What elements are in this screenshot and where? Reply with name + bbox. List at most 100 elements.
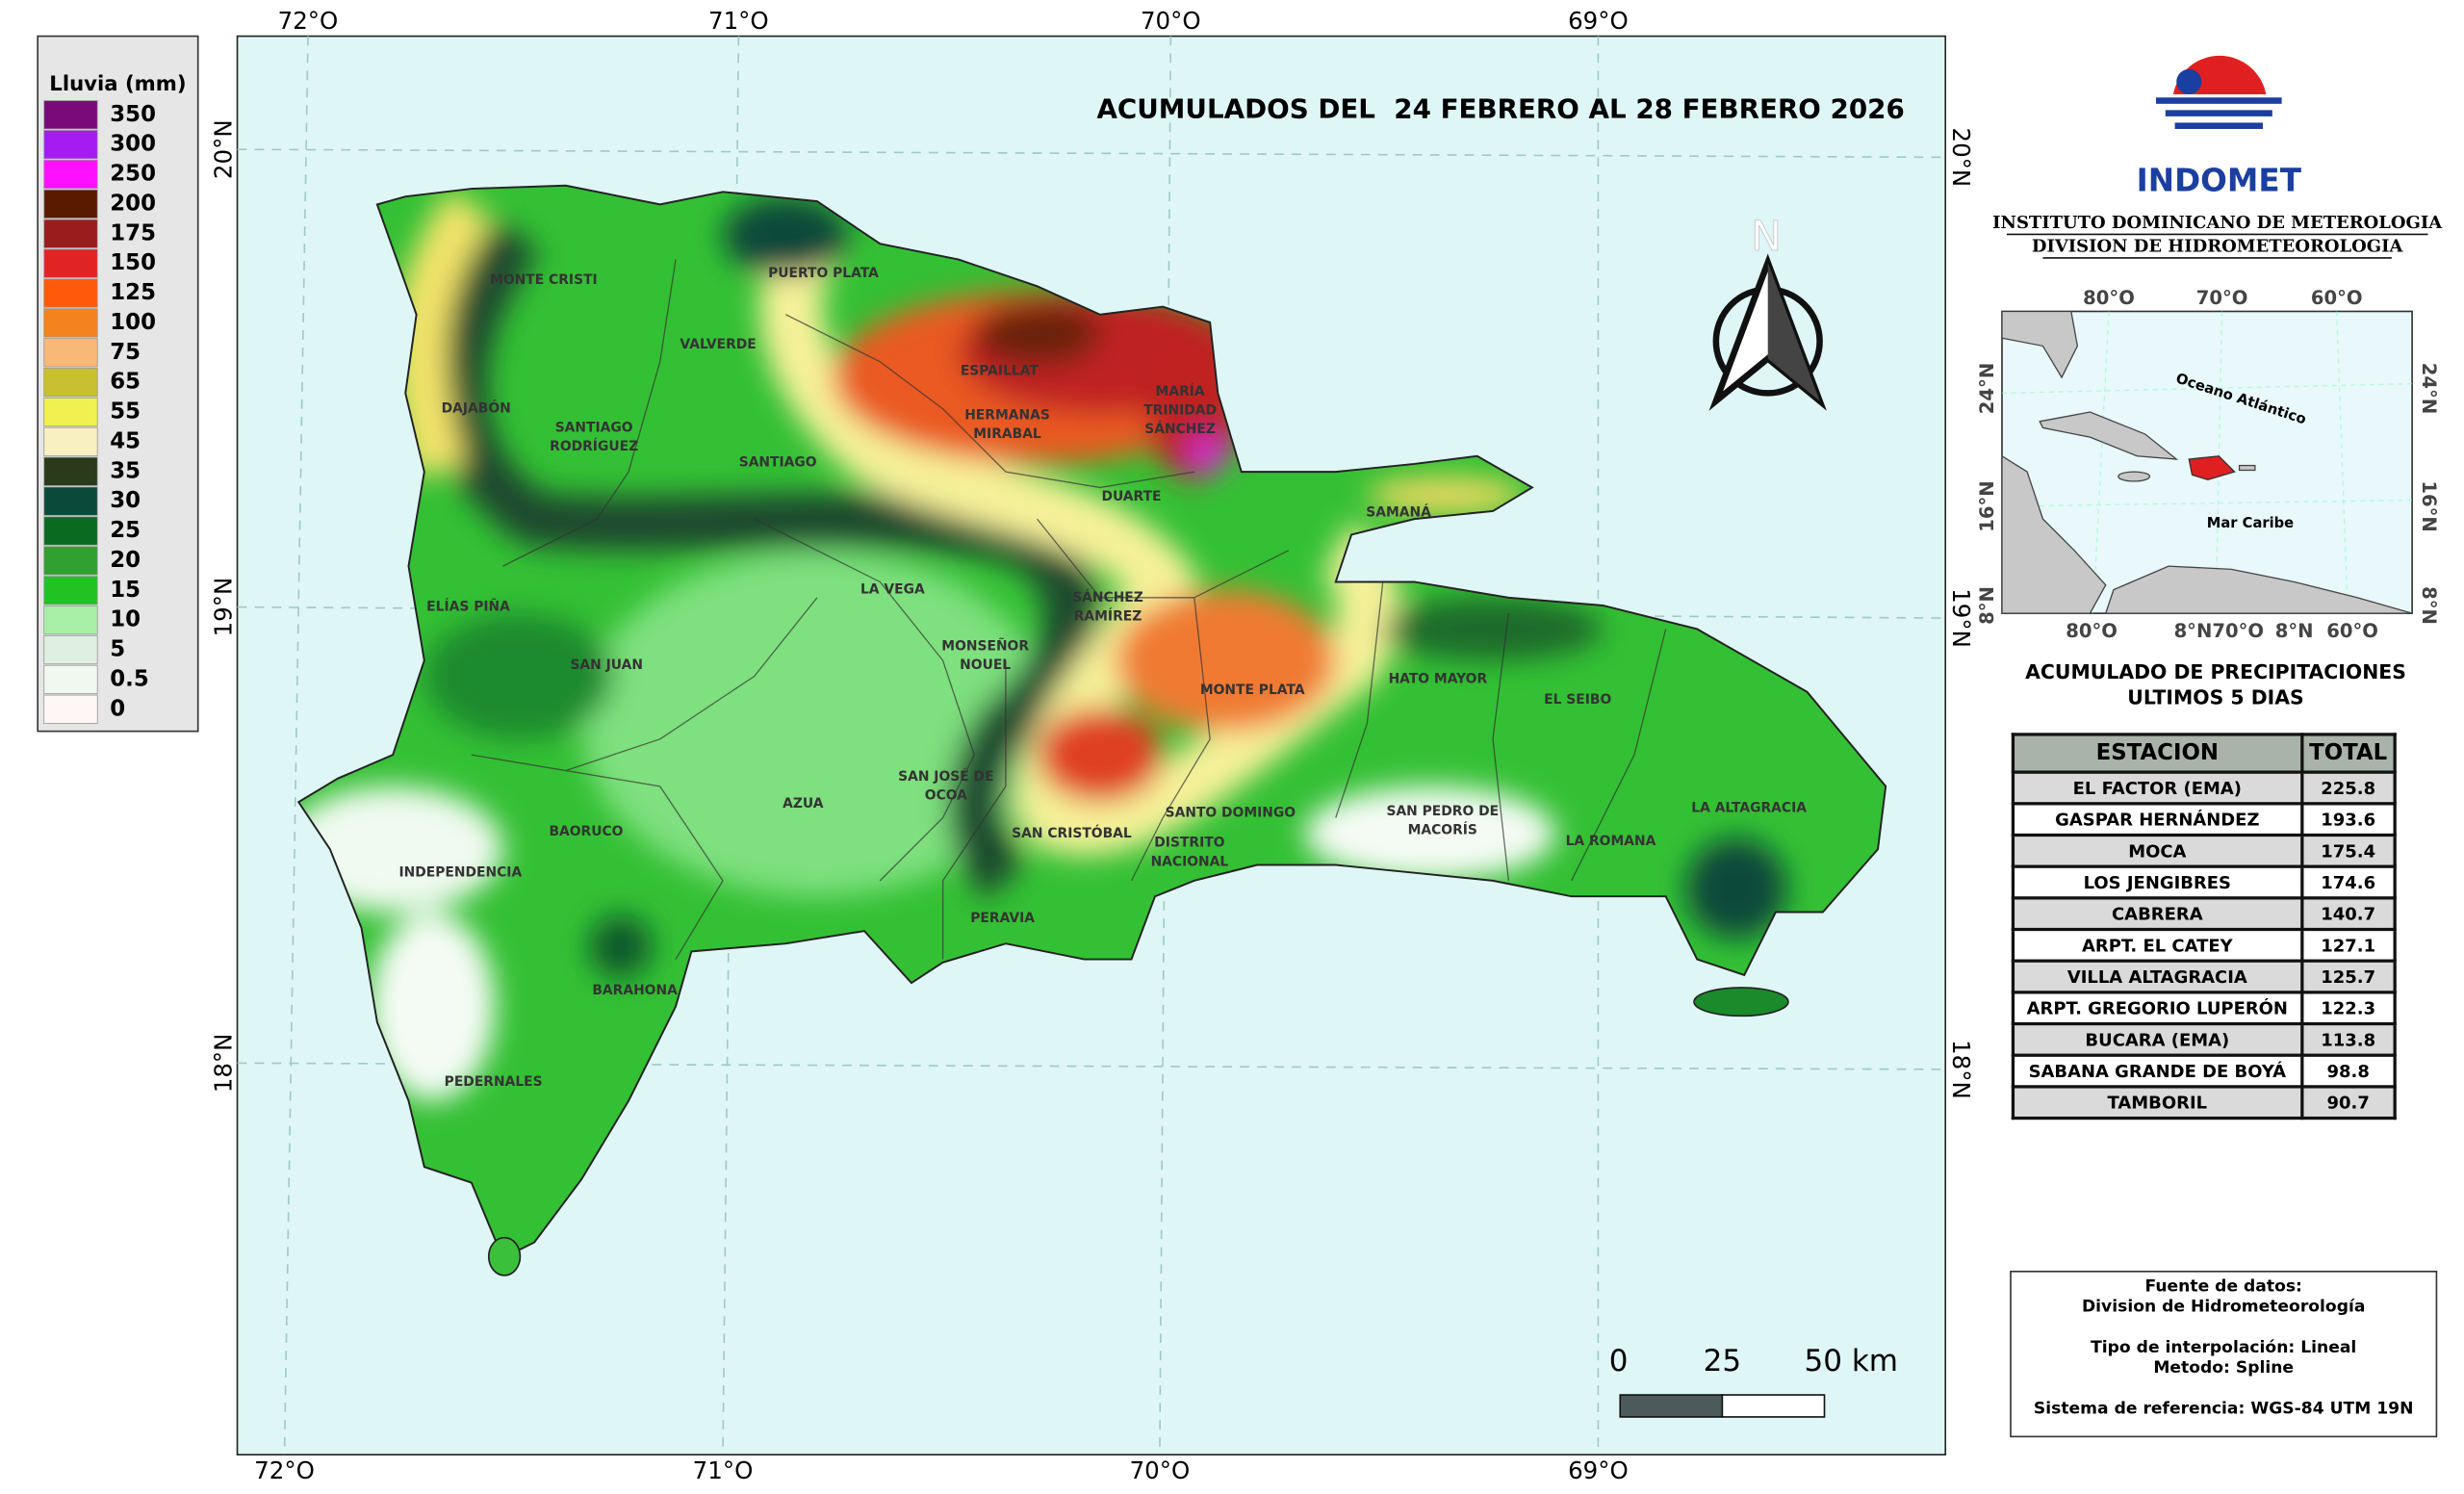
province-label: VALVERDE [680,337,756,352]
source-line: Division de Hidrometeorología [2081,1297,2366,1317]
province-label: MACORÍS [1408,821,1477,838]
province-label: PEDERNALES [445,1074,543,1090]
lat-label: 19°N [1947,588,1975,648]
province-label: LA ROMANA [1566,834,1656,849]
legend-swatch [43,100,98,130]
legend-swatch [43,130,98,160]
legend-swatch [43,278,98,308]
legend-swatch [43,456,98,486]
station-total: 140.7 [2299,896,2397,932]
map-title: ACUMULADOS DEL 24 FEBRERO AL 28 FEBRERO … [1096,92,1904,124]
legend-swatch [43,189,98,219]
station-total: 127.1 [2299,927,2397,963]
inset-lon-label: 60°O [2326,620,2378,642]
province-label: TRINIDAD [1143,402,1217,418]
legend-title: Lluvia (mm) [49,72,186,96]
legend-label: 0 [110,696,125,721]
station-name: TAMBORIL [2011,1085,2303,1120]
station-total: 225.8 [2299,770,2397,806]
station-name: BUCARA (EMA) [2011,1021,2303,1057]
scale-label: 0 [1609,1344,1629,1378]
province-label: RAMÍREZ [1074,606,1142,624]
legend-label: 25 [110,518,141,543]
province-label: SAN JUAN [570,657,643,673]
lon-label: 69°O [1568,1456,1629,1484]
province-label: MONTE CRISTI [490,272,598,288]
province-label: PERAVIA [970,911,1035,926]
table-heading: ULTIMOS 5 DIAS [2127,685,2303,708]
province-label: LA VEGA [860,582,925,598]
station-total: 174.6 [2299,864,2397,900]
province-label: ESPAILLAT [961,364,1040,379]
station-name: GASPAR HERNÁNDEZ [2011,802,2303,837]
legend-swatch [43,486,98,516]
lon-label: 71°O [708,7,769,35]
lon-label: 69°O [1568,7,1629,35]
beata-island [487,1236,522,1276]
station-name: LOS JENGIBRES [2011,864,2303,900]
station-total: 98.8 [2299,1053,2397,1089]
station-table: ESTACION TOTAL EL FACTOR (EMA) 225.8 GASPAR … [2011,733,2397,1120]
lat-label: 20°N [1947,127,1975,187]
legend-label: 200 [110,191,156,216]
legend-label: 10 [110,607,141,632]
legend-swatch [43,159,98,190]
province-label: MONSEÑOR [941,637,1029,654]
legend-label: 20 [110,548,141,573]
legend-label: 175 [110,220,156,245]
province-label: INDEPENDENCIA [399,865,523,881]
legend-swatch [43,546,98,576]
legend-swatch [43,397,98,427]
province-label: DISTRITO [1154,836,1224,851]
table-row: LOS JENGIBRES 174.6 [2011,864,2397,900]
table-row: SABANA GRANDE DE BOYÁ 98.8 [2011,1053,2397,1089]
sea-label: Mar Caribe [2207,515,2294,531]
lon-label: 70°O [1141,7,1201,35]
lon-label: 72°O [254,1456,315,1484]
inset-lat-label: 8°N [2418,586,2440,625]
province-label: NACIONAL [1151,854,1229,869]
station-name: ARPT. GREGORIO LUPERÓN [2011,991,2303,1026]
inset-lon-label: 80°O [2083,287,2135,309]
lat-label: 18°N [1947,1040,1975,1099]
scale-label: 25 [1704,1344,1741,1378]
legend-swatch [43,308,98,338]
scale-label: 50 km [1805,1344,1898,1378]
table-row: GASPAR HERNÁNDEZ 193.6 [2011,802,2397,837]
lon-label: 71°O [693,1456,754,1484]
legend-label: 350 [110,102,156,127]
province-label: MONTE PLATA [1200,683,1305,698]
legend-label: 125 [110,280,156,305]
lat-label: 20°N [209,119,237,179]
table-header-row: ESTACION TOTAL [2011,733,2397,774]
station-name: EL FACTOR (EMA) [2011,770,2303,806]
province-label: SAN CRISTÓBAL [1012,824,1132,841]
station-name: ARPT. EL CATEY [2011,927,2303,963]
legend-label: 45 [110,428,141,453]
station-total: 122.3 [2299,991,2397,1026]
legend-label: 30 [110,488,141,513]
legend-label: 75 [110,340,141,365]
province-label: SAMANÁ [1366,503,1431,521]
legend-label: 15 [110,578,141,603]
province-label: MIRABAL [973,426,1041,442]
north-arrow [1708,253,1827,411]
source-line: Tipo de interpolación: Lineal [2091,1338,2357,1357]
inset-lat-label: 8°N [1976,586,1998,625]
legend-label: 150 [110,250,156,275]
province-label: DUARTE [1101,489,1161,504]
province-label: AZUA [783,796,824,811]
station-name: SABANA GRANDE DE BOYÁ [2011,1053,2303,1089]
legend-swatch [43,426,98,457]
logo-text: INDOMET [2137,163,2302,199]
legend-swatch [43,605,98,635]
column-header: TOTAL [2299,733,2397,774]
station-total: 125.7 [2299,959,2397,994]
table-row: ARPT. EL CATEY 127.1 [2011,927,2397,963]
inset-lon-label: 8°N70°O [2174,620,2264,642]
source-line: Metodo: Spline [2153,1358,2295,1378]
table-row: BUCARA (EMA) 113.8 [2011,1021,2397,1057]
column-header: ESTACION [2011,733,2303,774]
province-label: BARAHONA [592,983,678,998]
inset-lat-label: 24°N [1976,363,1998,414]
